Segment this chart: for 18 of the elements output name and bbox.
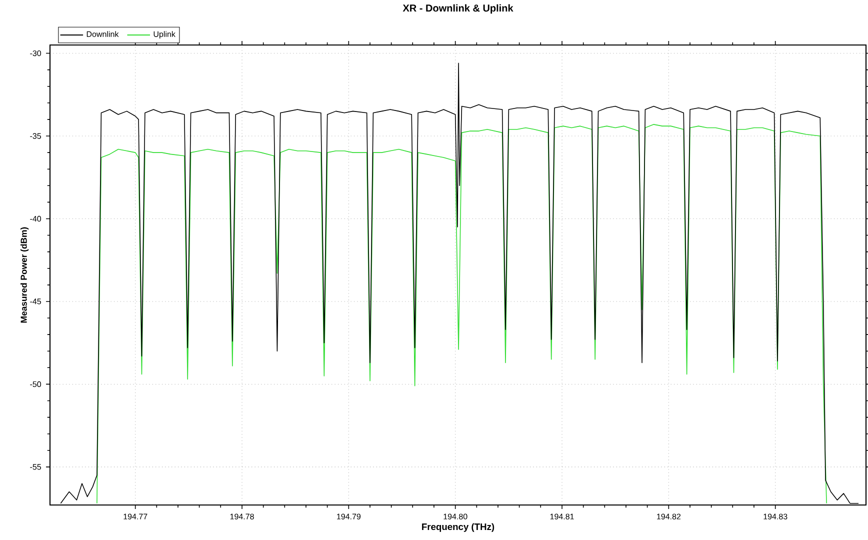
x-tick-label: 194.81 <box>550 514 574 520</box>
y-tick-label: -50 <box>30 381 42 388</box>
y-tick-label: -35 <box>30 133 42 139</box>
x-tick-label: 194.79 <box>337 514 361 520</box>
y-axis-title: Measured Power (dBm) <box>20 227 29 323</box>
x-tick-label: 194.78 <box>230 514 254 520</box>
x-tick-label: 194.82 <box>657 514 681 520</box>
x-tick-label: 194.83 <box>764 514 788 520</box>
y-tick-label: -30 <box>30 50 42 56</box>
legend-label: Downlink <box>86 31 119 37</box>
legend-label: Uplink <box>154 31 176 39</box>
y-tick-label: -45 <box>30 298 42 304</box>
chart-title: XR - Downlink & Uplink <box>402 4 514 14</box>
y-tick-label: -40 <box>30 216 42 222</box>
x-tick-label: 194.80 <box>444 514 468 520</box>
y-tick-label: -55 <box>30 464 42 470</box>
x-tick-label: 194.77 <box>124 514 148 520</box>
x-axis-title: Frequency (THz) <box>422 523 494 532</box>
